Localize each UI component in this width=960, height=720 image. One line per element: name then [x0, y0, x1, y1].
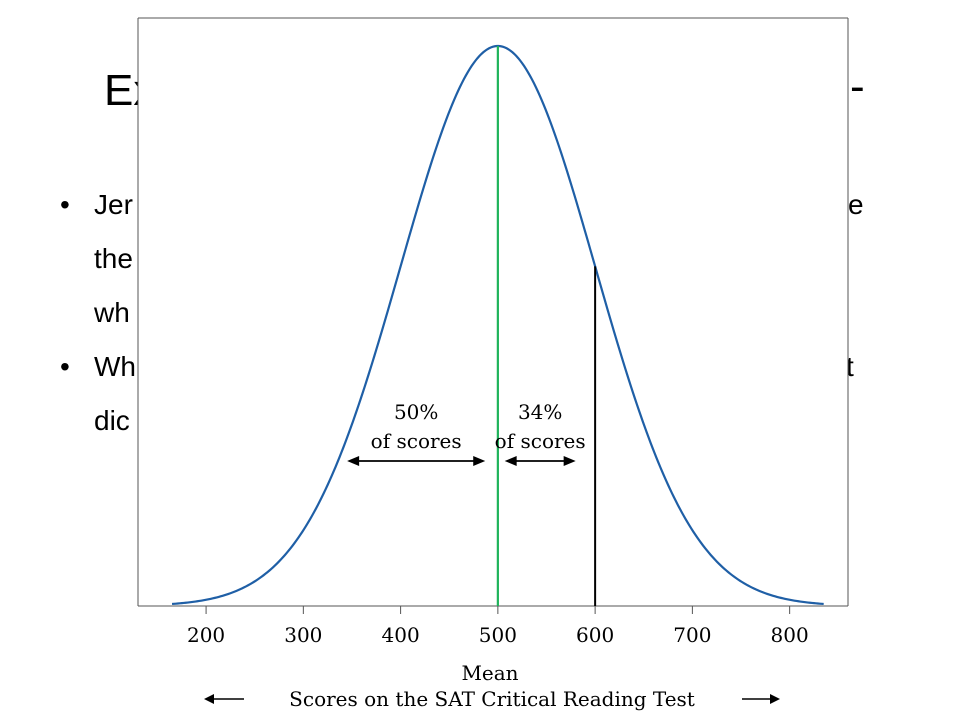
bullet-line-tail: t	[846, 351, 854, 382]
bullet-marker: •	[60, 351, 70, 382]
x-tick-label: 700	[673, 623, 711, 647]
bottom-panel	[138, 607, 848, 720]
x-tick-label: 500	[479, 623, 517, 647]
annotation-arrowhead	[504, 456, 517, 466]
x-tick-label: 600	[576, 623, 614, 647]
bullet-line-tail: e	[848, 189, 864, 220]
x-tick-label: 200	[187, 623, 225, 647]
bullet-line: the	[94, 243, 133, 274]
x-axis-label-group: Scores on the SAT Critical Reading Test	[204, 687, 780, 711]
annotation-arrowhead	[473, 456, 486, 466]
annotation-arrowhead	[347, 456, 360, 466]
bullet-line: dic	[94, 405, 130, 436]
annotation-label: of scores	[495, 429, 586, 453]
bullet-line: Jer	[94, 189, 133, 220]
x-axis-label: Scores on the SAT Critical Reading Test	[289, 687, 695, 711]
annotation-percent: 50%	[394, 400, 438, 424]
x-tick-label: 400	[382, 623, 420, 647]
bullet-line: wh	[94, 297, 130, 328]
mean-label: Mean	[461, 661, 518, 685]
x-tick-label: 800	[771, 623, 809, 647]
annotation-label: of scores	[371, 429, 462, 453]
annotations: 50% of scores 34% of scores	[347, 400, 586, 466]
xlabel-left-arrowhead	[204, 694, 214, 704]
x-ticks: 200 300 400 500 600 700 800	[187, 606, 809, 647]
x-tick-label: 300	[284, 623, 322, 647]
bullet-marker: •	[60, 189, 70, 220]
annotation-arrowhead	[563, 456, 576, 466]
chart-panel	[138, 18, 848, 606]
slide-title-tail: -	[850, 62, 865, 111]
bullet-line: Wh	[94, 351, 136, 382]
xlabel-right-arrowhead	[770, 694, 780, 704]
annotation-percent: 34%	[518, 400, 562, 424]
